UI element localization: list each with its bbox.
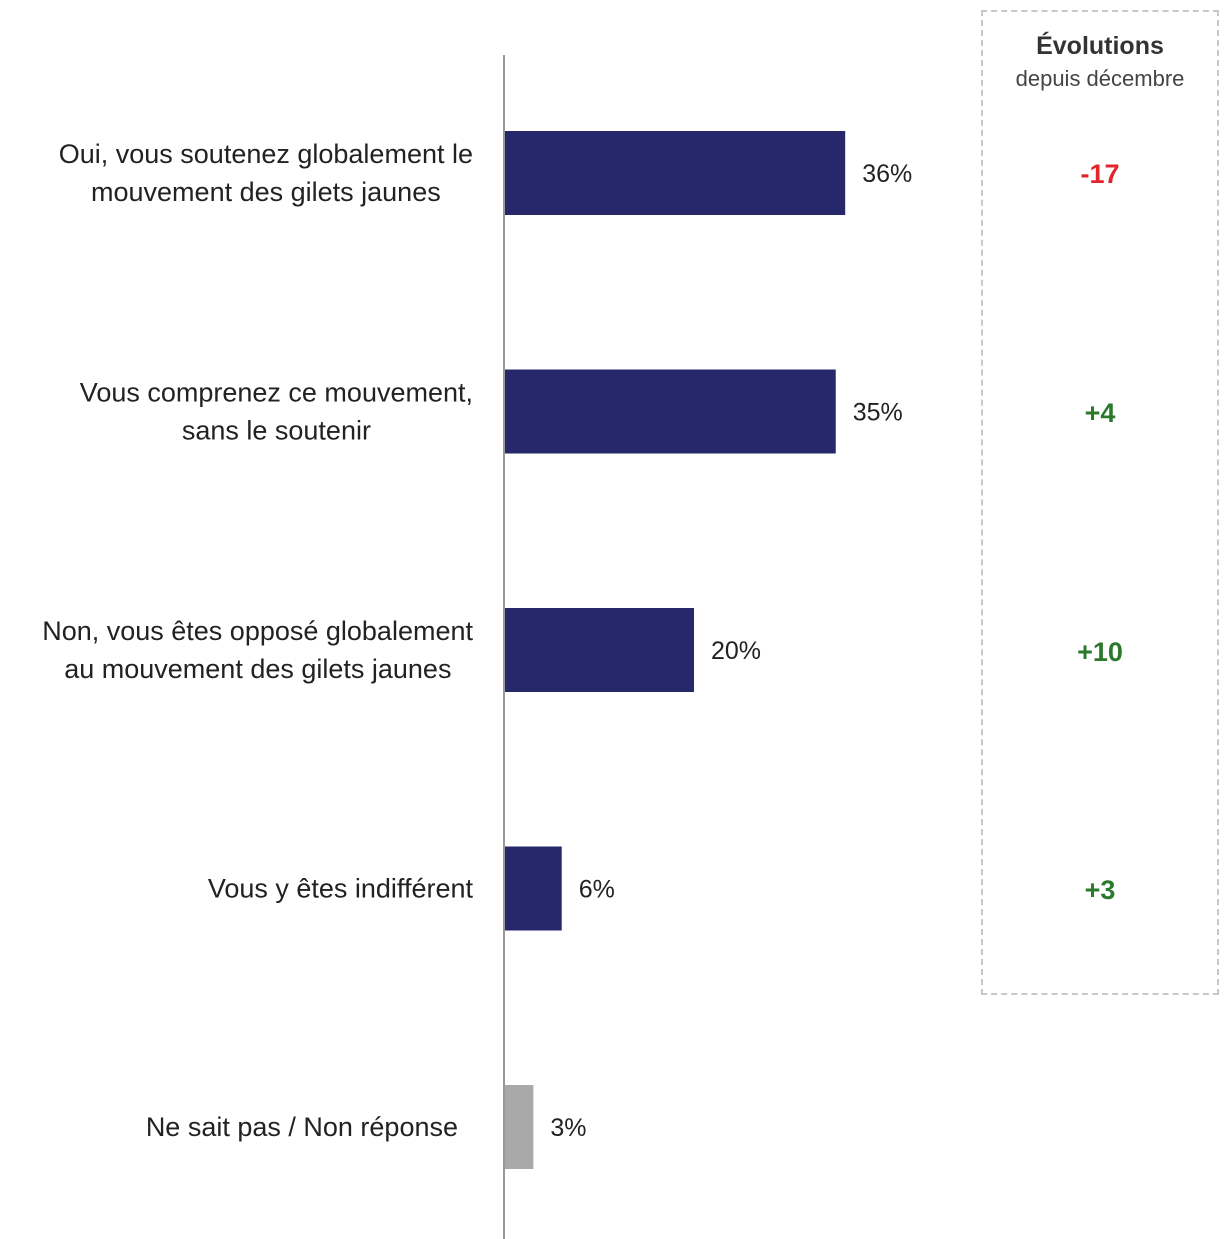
category-label-4-line-1: Vous y êtes indifférent bbox=[208, 874, 474, 904]
evolution-value-3: +10 bbox=[1077, 637, 1123, 667]
value-label-1: 36% bbox=[862, 160, 912, 188]
value-label-5: 3% bbox=[550, 1114, 586, 1142]
evolution-value-4: +3 bbox=[1084, 875, 1116, 905]
category-label-1-line-2: mouvement des gilets jaunes bbox=[91, 177, 441, 207]
evolution-title: Évolutions bbox=[1036, 32, 1164, 60]
bar-5 bbox=[505, 1085, 534, 1169]
evolution-subtitle: depuis décembre bbox=[1015, 66, 1185, 91]
category-label-2-line-2: sans le soutenir bbox=[182, 416, 371, 446]
evolution-value-2: +4 bbox=[1084, 398, 1116, 428]
category-label-2-line-1: Vous comprenez ce mouvement, bbox=[80, 378, 473, 408]
bar-1 bbox=[505, 131, 846, 215]
bar-2 bbox=[505, 369, 836, 454]
value-label-4: 6% bbox=[579, 876, 615, 904]
bar-chart: 36% Oui, vous soutenez globalement le mouv… bbox=[42, 55, 912, 1239]
category-label-3-line-2: au mouvement des gilets jaunes bbox=[64, 654, 451, 684]
evolution-panel: Évolutions depuis décembre -17 +4 +10 +3 bbox=[981, 10, 1219, 995]
category-label-3-line-1: Non, vous êtes opposé globalement bbox=[42, 616, 473, 646]
bar-3 bbox=[505, 608, 694, 692]
value-label-3: 20% bbox=[711, 637, 761, 665]
evolution-value-1: -17 bbox=[1080, 159, 1120, 189]
value-label-2: 35% bbox=[853, 399, 903, 427]
bar-4 bbox=[505, 846, 562, 931]
category-label-1-line-1: Oui, vous soutenez globalement le bbox=[59, 139, 473, 169]
category-label-5-line-1: Ne sait pas / Non réponse bbox=[146, 1112, 458, 1142]
